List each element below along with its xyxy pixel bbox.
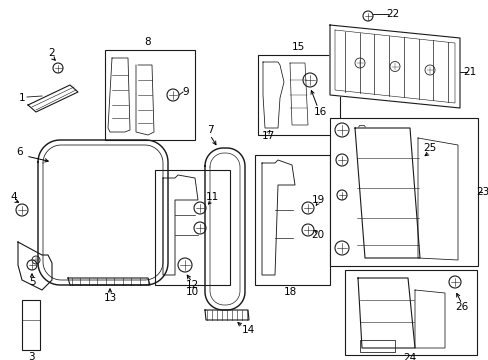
Polygon shape [357,278,414,348]
Text: 17: 17 [261,131,274,141]
Bar [22,300,40,350]
Text: 18: 18 [283,287,296,297]
Text: 20: 20 [311,230,324,240]
Text: 12: 12 [185,280,198,290]
Text: 2: 2 [49,48,55,58]
Text: 7: 7 [206,125,213,135]
Text: 8: 8 [144,37,151,47]
Text: 25: 25 [423,143,436,153]
Text: 11: 11 [205,192,218,202]
Bar [258,55,339,135]
Text: 22: 22 [386,9,399,19]
Polygon shape [329,25,459,108]
Text: 6: 6 [17,147,23,157]
Text: 10: 10 [185,287,198,297]
Bar [359,340,394,352]
Text: 21: 21 [463,67,476,77]
Polygon shape [414,290,444,348]
Text: 1: 1 [19,93,25,103]
Bar [155,170,229,285]
Bar [345,270,476,355]
Text: 9: 9 [183,87,189,97]
Text: 3: 3 [28,352,34,360]
Bar [105,50,195,140]
Text: 24: 24 [403,353,416,360]
Text: 13: 13 [103,293,116,303]
Bar [329,118,477,266]
Text: 15: 15 [291,42,304,52]
Text: 23: 23 [475,187,488,197]
Bar [254,155,329,285]
Polygon shape [354,128,419,258]
Text: 26: 26 [454,302,468,312]
Text: 4: 4 [11,192,17,202]
Polygon shape [417,138,457,260]
Text: 5: 5 [29,277,35,287]
Text: 16: 16 [313,107,326,117]
Text: 14: 14 [241,325,254,335]
Text: 19: 19 [311,195,324,205]
